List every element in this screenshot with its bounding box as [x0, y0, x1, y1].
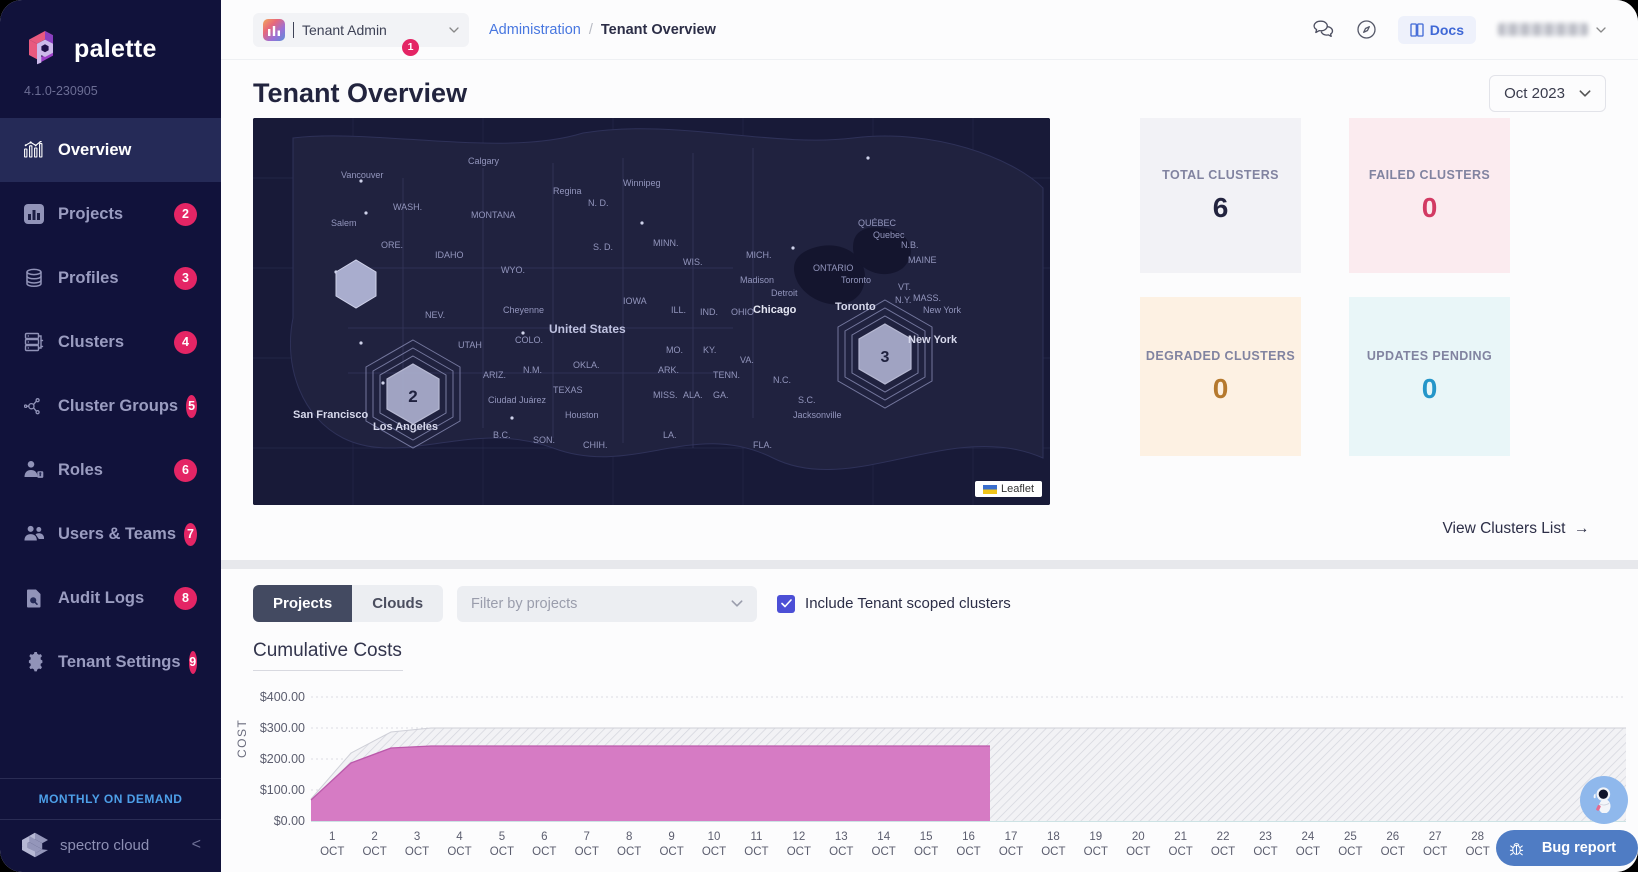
svg-text:Ciudad Juárez: Ciudad Juárez — [488, 395, 547, 405]
svg-text:Los Angeles: Los Angeles — [373, 421, 438, 433]
svg-text:MISS.: MISS. — [653, 390, 678, 400]
svg-text:New York: New York — [908, 334, 958, 346]
svg-text:MICH.: MICH. — [746, 250, 772, 260]
svg-text:Quebec: Quebec — [873, 230, 905, 240]
svg-text:OKLA.: OKLA. — [573, 360, 600, 370]
svg-text:OHIO: OHIO — [731, 307, 754, 317]
svg-text:United States: United States — [549, 322, 626, 336]
svg-text:$0.00: $0.00 — [274, 814, 305, 828]
svg-text:SON.: SON. — [533, 435, 555, 445]
svg-text:TENN.: TENN. — [713, 370, 740, 380]
svg-text:Salem: Salem — [331, 218, 357, 228]
svg-text:Detroit: Detroit — [771, 288, 798, 298]
svg-text:ARIZ.: ARIZ. — [483, 370, 506, 380]
svg-text:2: 2 — [408, 387, 417, 406]
svg-text:$200.00: $200.00 — [260, 752, 305, 766]
svg-text:TEXAS: TEXAS — [553, 385, 583, 395]
svg-text:CHIH.: CHIH. — [583, 440, 608, 450]
svg-text:MAINE: MAINE — [908, 255, 937, 265]
svg-text:New York: New York — [923, 305, 962, 315]
svg-text:Madison: Madison — [740, 275, 774, 285]
svg-text:MONTANA: MONTANA — [471, 210, 515, 220]
svg-text:$100.00: $100.00 — [260, 783, 305, 797]
svg-text:MINN.: MINN. — [653, 238, 679, 248]
svg-text:ILL.: ILL. — [671, 305, 686, 315]
svg-text:Chicago: Chicago — [753, 304, 797, 316]
svg-text:IOWA: IOWA — [623, 296, 647, 306]
svg-text:3: 3 — [881, 349, 890, 366]
svg-text:San Francisco: San Francisco — [293, 409, 368, 421]
svg-text:ALA.: ALA. — [683, 390, 703, 400]
svg-text:QUÉBEC: QUÉBEC — [858, 218, 897, 228]
svg-text:Cheyenne: Cheyenne — [503, 305, 544, 315]
svg-text:ARK.: ARK. — [658, 365, 679, 375]
svg-text:$300.00: $300.00 — [260, 721, 305, 735]
svg-text:Regina: Regina — [553, 186, 582, 196]
svg-text:B.C.: B.C. — [493, 430, 511, 440]
svg-text:$400.00: $400.00 — [260, 690, 305, 704]
svg-text:KY.: KY. — [703, 345, 716, 355]
svg-text:Vancouver: Vancouver — [341, 170, 383, 180]
svg-text:MASS.: MASS. — [913, 293, 941, 303]
svg-text:MO.: MO. — [666, 345, 683, 355]
svg-text:S.C.: S.C. — [798, 395, 816, 405]
svg-text:LA.: LA. — [663, 430, 677, 440]
svg-text:ORE.: ORE. — [381, 240, 403, 250]
svg-text:Toronto: Toronto — [835, 301, 876, 313]
svg-text:UTAH: UTAH — [458, 340, 482, 350]
svg-text:COLO.: COLO. — [515, 335, 543, 345]
svg-text:Jacksonville: Jacksonville — [793, 410, 842, 420]
svg-text:WYO.: WYO. — [501, 265, 525, 275]
svg-text:S. D.: S. D. — [593, 242, 613, 252]
svg-text:WASH.: WASH. — [393, 202, 422, 212]
svg-text:WIS.: WIS. — [683, 257, 703, 267]
svg-text:FLA.: FLA. — [753, 440, 772, 450]
svg-text:ONTARIO: ONTARIO — [813, 263, 853, 273]
svg-text:N.B.: N.B. — [901, 240, 919, 250]
svg-text:Winnipeg: Winnipeg — [623, 178, 661, 188]
svg-text:Toronto: Toronto — [841, 275, 871, 285]
svg-text:N. D.: N. D. — [588, 198, 609, 208]
svg-text:N.C.: N.C. — [773, 375, 791, 385]
svg-text:VA.: VA. — [740, 355, 754, 365]
svg-text:NEV.: NEV. — [425, 310, 445, 320]
svg-text:Houston: Houston — [565, 410, 599, 420]
svg-text:N.Y.: N.Y. — [895, 295, 911, 305]
svg-text:IDAHO: IDAHO — [435, 250, 464, 260]
svg-text:Calgary: Calgary — [468, 156, 500, 166]
svg-text:N.M.: N.M. — [523, 365, 542, 375]
svg-text:IND.: IND. — [700, 307, 718, 317]
svg-text:GA.: GA. — [713, 390, 729, 400]
svg-text:VT.: VT. — [898, 282, 911, 292]
